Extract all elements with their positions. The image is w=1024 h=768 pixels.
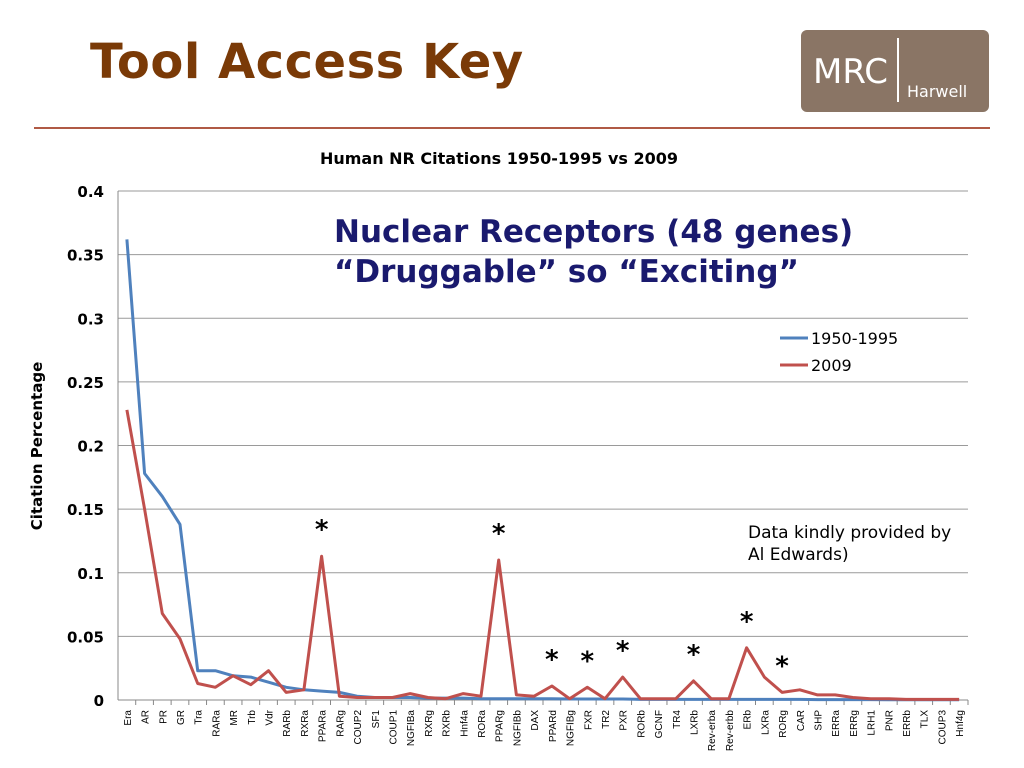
- legend-label: 1950-1995: [811, 329, 898, 348]
- annotation-star: *: [545, 645, 559, 675]
- mrc-harwell-logo: MRC Harwell: [801, 30, 989, 112]
- y-tick-labels: 0 0.05 0.1 0.15 0.2 0.25 0.3 0.35 0.4: [67, 183, 104, 710]
- x-tick-label: Vdr: [265, 709, 276, 725]
- x-tick-labels: Era AR PR GR Tra RARa MR Trb Vdr RARb RXRa PPARa RAR…: [123, 709, 966, 751]
- x-tick-label: COUP2: [353, 710, 364, 745]
- x-tick-label: MR: [229, 710, 240, 726]
- series-line-1950-1995: [125, 239, 960, 702]
- x-tick-label: COUP1: [388, 710, 399, 745]
- x-tick-label: SF1: [371, 710, 382, 729]
- annotation-star: *: [775, 651, 789, 681]
- x-tick-label: PR: [158, 710, 169, 724]
- x-tick-label: GCNF: [654, 710, 665, 738]
- x-tick-label: Rev-erba: [707, 710, 718, 752]
- data-credit: Data kindly provided by Al Edwards): [748, 522, 951, 566]
- credit-line-2: Al Edwards): [748, 545, 849, 565]
- annotation-line-1: Nuclear Receptors (48 genes): [334, 214, 854, 250]
- x-tick-label: Era: [123, 710, 134, 726]
- x-tick-label: LXRa: [760, 710, 771, 735]
- x-tick-label: FXR: [583, 710, 594, 730]
- x-tick-label: RXRg: [424, 710, 435, 737]
- y-tick-label: 0.25: [67, 374, 104, 392]
- title-divider: [34, 127, 990, 129]
- x-tick-label: ERb: [743, 710, 754, 730]
- x-tick-label: PPARa: [318, 710, 329, 742]
- x-tick-label: TR2: [601, 710, 612, 729]
- y-tick-label: 0.1: [77, 565, 104, 583]
- series-lines: [125, 239, 960, 702]
- x-tick-label: DAX: [530, 710, 541, 731]
- x-tick-label: NGFIBa: [406, 710, 417, 747]
- y-tick-label: 0.15: [67, 501, 104, 519]
- nuclear-receptors-annotation: Nuclear Receptors (48 genes) “Druggable”…: [334, 212, 853, 292]
- x-tick-label: PPARd: [548, 710, 559, 742]
- y-tick-label: 0.2: [77, 438, 104, 456]
- x-tick-label: Tra: [194, 710, 205, 725]
- legend-label: 2009: [811, 356, 852, 375]
- x-tick-label: SHP: [813, 710, 824, 731]
- x-tick-label: CAR: [796, 710, 807, 731]
- x-tick-label: TR4: [672, 710, 683, 729]
- y-axis-label: Citation Percentage: [28, 362, 46, 530]
- y-tick-label: 0.3: [77, 310, 104, 328]
- annotation-star: *: [315, 515, 329, 545]
- x-tick-label: RORb: [636, 710, 647, 738]
- slide-title: Tool Access Key: [90, 34, 524, 90]
- credit-line-1: Data kindly provided by: [748, 523, 952, 543]
- y-tick-label: 0: [94, 692, 104, 710]
- x-tick-label: Hnf4a: [459, 710, 470, 737]
- chart-title: Human NR Citations 1950-1995 vs 2009: [320, 149, 678, 168]
- annotation-star: *: [492, 519, 506, 549]
- annotation-line-2: “Druggable” so “Exciting”: [334, 254, 799, 290]
- y-tick-label: 0.35: [67, 247, 104, 265]
- x-tick-label: ERRb: [902, 710, 913, 737]
- logo-divider: [897, 38, 899, 102]
- annotation-stars: * * * * * * * *: [315, 515, 789, 681]
- grid-lines: [117, 190, 969, 705]
- x-tick-label: RORg: [778, 710, 789, 738]
- x-tick-label: LRH1: [867, 710, 878, 736]
- x-tick-label: TLX: [920, 710, 931, 729]
- x-tick-label: PXR: [619, 710, 630, 731]
- x-tick-label: NGFIBg: [566, 710, 577, 746]
- x-tick-label: RXRb: [442, 710, 453, 737]
- x-tick-label: RXRa: [300, 710, 311, 737]
- y-tick-label: 0.4: [77, 183, 104, 201]
- annotation-star: *: [740, 607, 754, 637]
- x-tick-label: LXRb: [690, 710, 701, 735]
- y-tick-label: 0.05: [67, 628, 104, 646]
- x-tick-label: Rev-erbb: [725, 710, 736, 752]
- x-tick-label: Trb: [247, 710, 258, 725]
- legend: 1950-1995 2009: [780, 329, 898, 375]
- x-tick-label: ERRa: [831, 710, 842, 737]
- x-tick-label: RORa: [477, 710, 488, 738]
- logo-text-sub: Harwell: [907, 82, 968, 101]
- x-tick-label: COUP3: [937, 710, 948, 745]
- x-tick-label: GR: [176, 710, 187, 725]
- x-tick-label: ERRg: [849, 710, 860, 737]
- series-line-2009: [125, 409, 960, 701]
- annotation-star: *: [616, 636, 630, 666]
- x-tick-label: RARa: [211, 710, 222, 737]
- x-tick-label: PPARg: [495, 710, 506, 742]
- annotation-star: *: [687, 640, 701, 670]
- x-tick-label: PNR: [884, 710, 895, 731]
- annotation-star: *: [580, 646, 594, 676]
- logo-text-main: MRC: [813, 52, 889, 92]
- x-tick-label: AR: [141, 710, 152, 724]
- x-tick-label: Hnf4g: [955, 710, 966, 737]
- x-tick-label: RARb: [282, 710, 293, 737]
- x-tick-label: NGFIBb: [512, 710, 523, 747]
- x-tick-label: RARg: [335, 710, 346, 737]
